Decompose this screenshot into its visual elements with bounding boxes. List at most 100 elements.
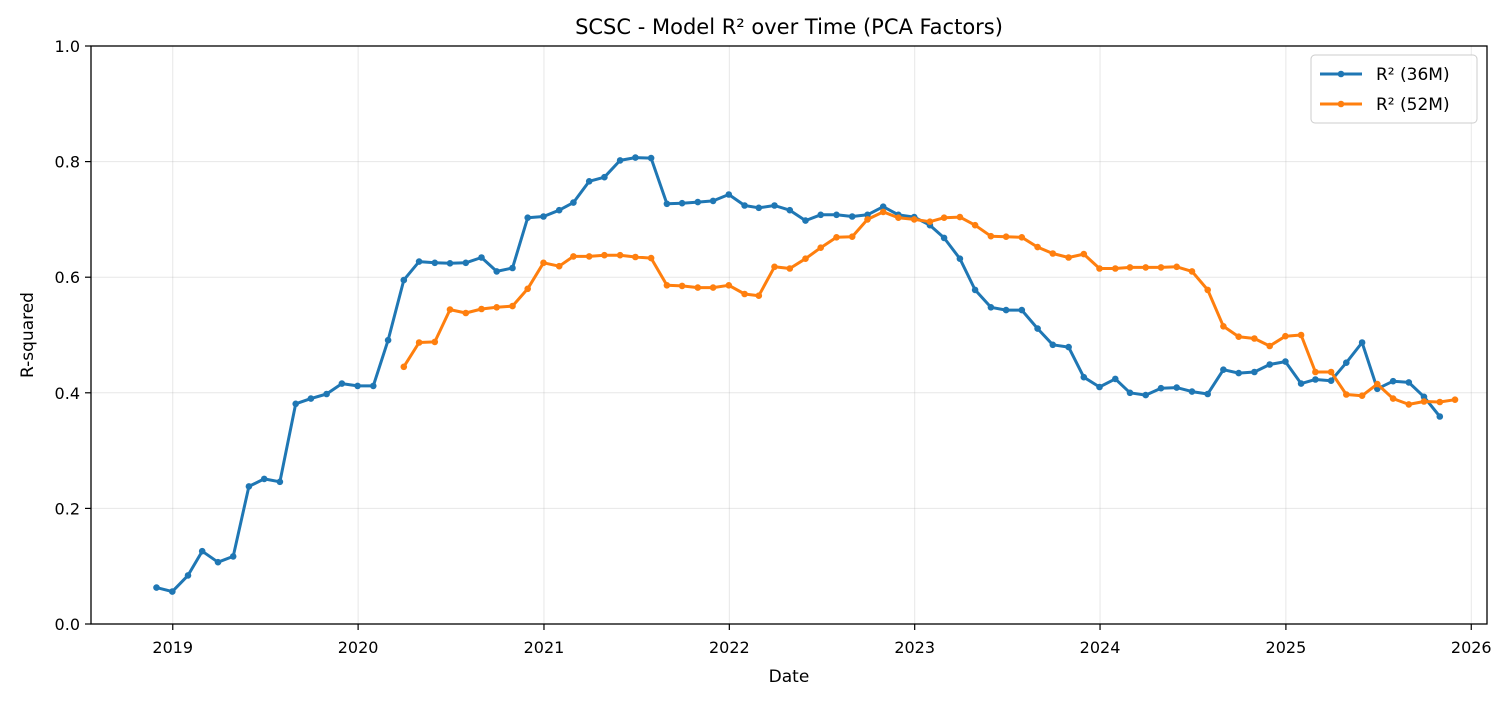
data-point	[1034, 243, 1041, 251]
data-point	[1420, 398, 1428, 405]
data-point	[229, 553, 237, 560]
data-point	[1251, 335, 1258, 342]
data-point	[1436, 413, 1444, 420]
data-point	[678, 282, 686, 290]
data-point	[462, 259, 470, 267]
data-point	[524, 214, 531, 221]
x-tick-label: 2026	[1451, 638, 1492, 657]
data-point	[1002, 233, 1010, 240]
data-point	[1112, 265, 1119, 272]
data-point	[1312, 376, 1319, 383]
data-point	[725, 282, 733, 289]
data-point	[446, 260, 454, 267]
data-point	[1096, 265, 1103, 272]
data-point	[1235, 369, 1242, 377]
data-point	[555, 262, 563, 270]
plot-area-frame	[90, 45, 1488, 625]
data-point	[632, 154, 639, 161]
data-point	[1436, 398, 1444, 406]
data-point	[1157, 264, 1165, 271]
data-point	[616, 157, 624, 164]
data-point	[198, 547, 206, 555]
data-point	[879, 208, 887, 216]
data-point	[709, 284, 717, 291]
data-point	[755, 204, 763, 212]
data-point	[1018, 234, 1026, 241]
data-point	[509, 264, 516, 272]
data-point	[1204, 286, 1211, 294]
data-point	[864, 211, 871, 219]
data-point	[276, 478, 284, 486]
data-point	[1049, 250, 1057, 257]
data-point	[940, 234, 948, 242]
data-point	[1405, 379, 1413, 386]
data-point	[1220, 323, 1227, 330]
data-point	[370, 382, 377, 390]
data-point	[1049, 341, 1057, 349]
data-point	[632, 253, 639, 261]
data-point	[431, 338, 439, 346]
data-point	[741, 290, 748, 298]
y-tick-label: 0.6	[55, 268, 80, 287]
y-tick-label: 1.0	[55, 37, 80, 56]
data-point	[1327, 368, 1335, 376]
data-point	[493, 268, 501, 275]
data-point	[540, 213, 547, 220]
data-point	[1327, 377, 1335, 385]
data-point	[895, 214, 902, 221]
data-point	[1080, 250, 1088, 258]
data-point	[817, 211, 824, 219]
data-point	[509, 302, 516, 310]
data-point	[384, 336, 392, 344]
data-point	[1065, 343, 1072, 351]
data-point	[1312, 368, 1319, 376]
data-point	[400, 363, 408, 371]
data-point	[1173, 384, 1180, 391]
data-point	[833, 211, 840, 219]
data-point	[260, 475, 268, 483]
data-point	[987, 304, 995, 311]
data-point	[755, 292, 763, 300]
data-point	[1126, 264, 1134, 271]
data-point	[1065, 254, 1072, 261]
data-point	[1080, 373, 1088, 381]
legend: R² (36M) R² (52M)	[1310, 54, 1478, 124]
data-point	[323, 390, 330, 398]
data-point	[184, 572, 192, 579]
legend-label: R² (36M)	[1376, 65, 1450, 85]
x-tick-label: 2023	[894, 638, 935, 657]
data-point	[771, 263, 778, 271]
chart-title: SCSC - Model R² over Time (PCA Factors)	[575, 15, 1003, 39]
data-point	[153, 584, 160, 591]
data-point	[1389, 395, 1397, 402]
data-point	[292, 400, 300, 408]
data-point	[245, 483, 253, 490]
data-point	[817, 244, 824, 251]
data-point	[1405, 401, 1413, 408]
data-point	[956, 255, 964, 262]
y-axis-title: R-squared	[18, 292, 38, 378]
data-point	[1297, 380, 1305, 387]
data-point	[400, 276, 408, 284]
data-point	[802, 217, 809, 224]
data-point	[1358, 392, 1366, 400]
data-point	[585, 178, 593, 185]
data-point	[1420, 393, 1428, 401]
legend-label: R² (52M)	[1376, 95, 1450, 115]
data-point	[864, 216, 871, 223]
data-point	[1297, 331, 1305, 339]
x-axis-title: Date	[769, 667, 810, 687]
data-point	[431, 259, 439, 267]
data-point	[663, 200, 671, 208]
data-point	[601, 173, 608, 181]
data-point	[940, 214, 948, 221]
data-point	[1188, 388, 1196, 395]
data-point	[570, 253, 577, 260]
data-point	[1126, 389, 1134, 397]
data-point	[1188, 268, 1196, 275]
data-point	[1282, 332, 1289, 340]
x-tick-label: 2025	[1266, 638, 1307, 657]
data-point	[1142, 391, 1149, 399]
legend-item: R² (52M)	[1320, 95, 1450, 115]
